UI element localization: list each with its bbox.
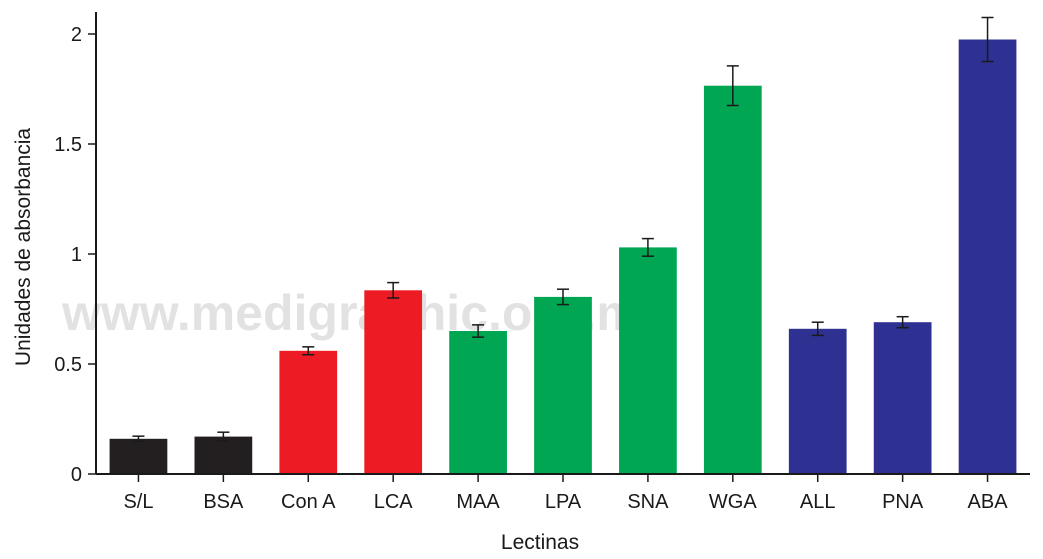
x-tick-label: LPA <box>545 491 582 513</box>
y-tick-label: 0.5 <box>54 354 82 376</box>
error-bar-10 <box>896 315 909 329</box>
x-axis-title: Lectinas <box>501 531 579 554</box>
error-bar-1 <box>132 435 145 443</box>
bar-3 <box>279 350 338 474</box>
y-tick-label: 1.5 <box>54 134 82 156</box>
bar-2 <box>194 436 253 474</box>
error-bar-9 <box>811 321 824 337</box>
y-axis: 0 0.5 1 1.5 2 <box>54 12 97 486</box>
plot-area <box>109 16 1017 474</box>
bar-7 <box>619 247 677 474</box>
error-bar-2 <box>217 431 230 442</box>
x-tick-label: MAA <box>456 491 500 513</box>
y-axis-title: Unidades de absorbancia <box>12 128 35 366</box>
bar-4 <box>364 290 423 474</box>
bar-11 <box>958 39 1017 474</box>
x-tick-label: SNA <box>627 491 669 513</box>
x-tick-label: BSA <box>203 491 244 513</box>
bar-10 <box>873 322 932 474</box>
error-bar-11 <box>981 16 994 63</box>
error-bar-7 <box>641 237 654 257</box>
error-bar-4 <box>387 281 400 299</box>
bar-9 <box>788 328 847 474</box>
x-tick-label: S/L <box>123 491 153 513</box>
bar-8 <box>703 85 762 474</box>
bar-6 <box>534 296 592 474</box>
bar-5 <box>449 331 507 474</box>
y-tick-label: 0 <box>71 464 82 486</box>
x-tick-label: ALL <box>800 491 836 513</box>
error-bar-8 <box>726 65 739 107</box>
y-tick-label: 2 <box>71 24 82 46</box>
error-bar-5 <box>472 324 485 338</box>
x-tick-label: WGA <box>709 491 757 513</box>
error-bar-6 <box>557 288 569 306</box>
x-tick-label: ABA <box>968 491 1009 513</box>
x-axis: S/L BSA Con A LCA MAA LPA SNA WGA ALL PNA ABA <box>96 473 1030 513</box>
error-bar-3 <box>302 346 315 356</box>
y-tick-label: 1 <box>71 244 82 266</box>
x-tick-label: Con A <box>281 491 336 513</box>
x-tick-label: LCA <box>374 491 414 513</box>
x-tick-label: PNA <box>882 491 924 513</box>
bar-1 <box>109 438 168 474</box>
